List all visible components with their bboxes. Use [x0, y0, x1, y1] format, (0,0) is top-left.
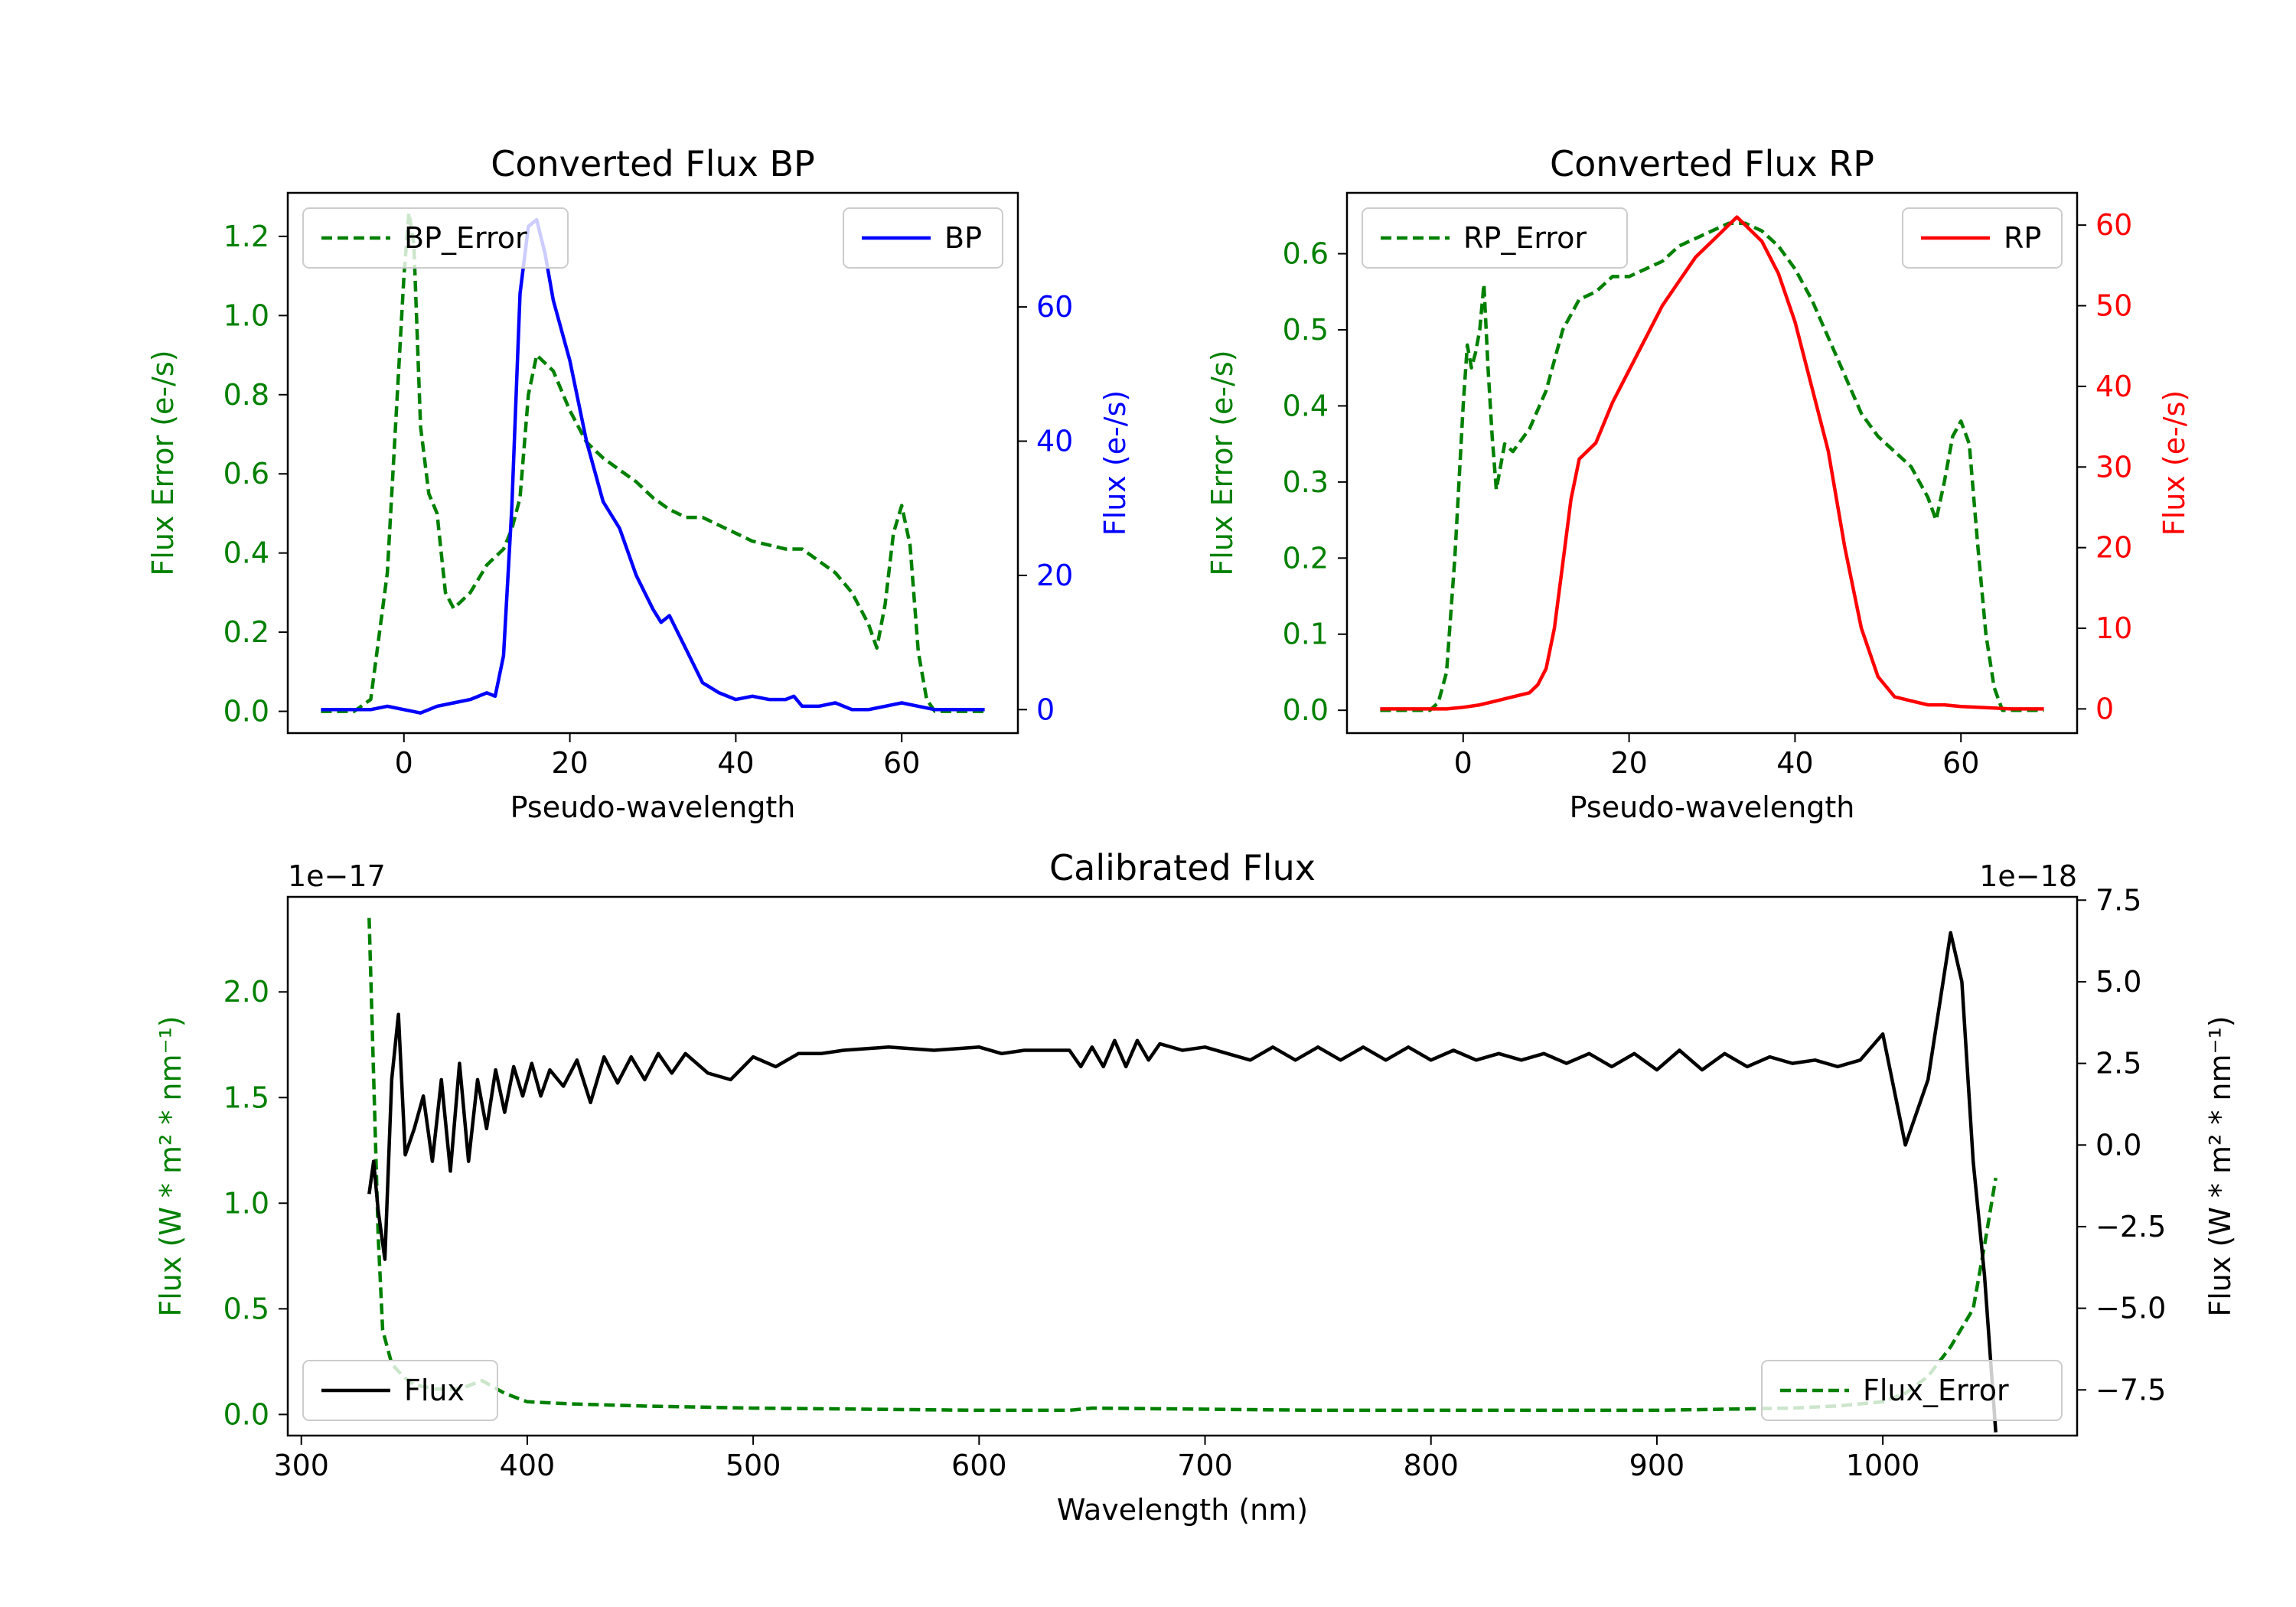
left-tick-label: 0.0	[1283, 693, 1329, 727]
right-tick-label: 10	[2095, 611, 2132, 645]
legend-flux-error: Flux_Error	[1761, 1360, 2063, 1421]
chart-title: Converted Flux BP	[491, 143, 815, 184]
left-tick-label: 1.5	[223, 1081, 269, 1114]
right-tick-label: 40	[1036, 424, 1073, 458]
right-tick-label: 40	[2095, 370, 2132, 403]
series-line-bp-error	[321, 210, 985, 713]
left-tick-label: 0.0	[223, 1397, 269, 1431]
left-tick-label: 0.1	[1283, 618, 1329, 651]
x-tick-label: 700	[1177, 1449, 1233, 1482]
right-tick-label: 50	[2095, 289, 2132, 323]
left-tick-label: 0.6	[223, 457, 269, 491]
right-tick-label: 20	[2095, 531, 2132, 565]
x-tick-label: 1000	[1846, 1449, 1920, 1482]
x-tick-label: 40	[1776, 746, 1813, 780]
left-tick-label: 1.0	[223, 298, 269, 332]
legend-box	[1761, 1360, 2063, 1421]
right-tick-label: 0	[1036, 693, 1055, 726]
chart-rp: Converted Flux RP 0 20 40 60 Pseudo-wavelengt…	[1205, 143, 2191, 824]
right-tick-label: 2.5	[2095, 1047, 2141, 1081]
x-tick-label: 800	[1403, 1449, 1459, 1482]
x-axis-label: Pseudo-wavelength	[1570, 790, 1855, 824]
x-axis-label: Pseudo-wavelength	[510, 790, 796, 824]
x-tick-label: 40	[717, 746, 754, 780]
legend-rp: RP	[1902, 207, 2063, 269]
right-tick-label: −2.5	[2095, 1210, 2166, 1244]
right-tick-label: 60	[1036, 290, 1073, 324]
legend-box	[1362, 207, 1628, 269]
left-tick-label: 1.0	[223, 1186, 269, 1220]
legend-label: RP_Error	[1463, 221, 1587, 255]
right-axis-multiplier: 1e−18	[1979, 859, 2077, 893]
right-axis-label: Flux (W * m² * nm⁻¹)	[2203, 1015, 2237, 1316]
left-axis-multiplier: 1e−17	[288, 859, 386, 893]
x-tick-label: 300	[273, 1449, 329, 1482]
left-tick-label: 0.5	[223, 1292, 269, 1325]
axes-frame	[1345, 191, 2079, 735]
right-tick-label: 60	[2095, 208, 2132, 242]
right-tick-label: 30	[2095, 450, 2132, 484]
legend-label: BP	[944, 221, 982, 255]
legend-label: Flux	[404, 1374, 465, 1407]
axes-frame	[286, 191, 1019, 735]
x-tick-label: 500	[726, 1449, 781, 1482]
left-tick-label: 0.3	[1283, 465, 1329, 499]
legend-rp-error: RP_Error	[1362, 207, 1628, 269]
left-axis-label: Flux Error (e-/s)	[146, 350, 180, 575]
left-tick-label: 0.4	[223, 536, 269, 570]
left-tick-label: 0.2	[223, 615, 269, 649]
legend-flux: Flux	[302, 1360, 498, 1421]
x-tick-label: 0	[395, 746, 413, 780]
right-tick-label: 7.5	[2095, 883, 2141, 917]
right-tick-label: 0.0	[2095, 1128, 2141, 1162]
series-line-rp-error	[1380, 221, 2044, 712]
left-axis-label: Flux Error (e-/s)	[1205, 350, 1239, 575]
x-tick-label: 0	[1454, 746, 1473, 780]
x-tick-label: 60	[883, 746, 920, 780]
right-tick-label: 20	[1036, 559, 1073, 592]
legend-bp-error: BP_Error	[302, 207, 569, 269]
legend-label: RP	[2004, 221, 2041, 255]
left-tick-label: 0.6	[1283, 237, 1329, 271]
chart-bp: Converted Flux BP 0 20 40 60 Pseudo-wavelengt…	[146, 143, 1132, 824]
series-line-rp	[1380, 215, 2044, 711]
x-tick-label: 600	[951, 1449, 1007, 1482]
chart-title: Calibrated Flux	[1049, 847, 1316, 888]
left-tick-label: 1.2	[223, 220, 269, 253]
right-tick-label: 0	[2095, 692, 2114, 725]
axes-frame	[286, 895, 2079, 1437]
chart-title: Converted Flux RP	[1550, 143, 1874, 184]
legend-label: Flux_Error	[1863, 1374, 2009, 1407]
x-tick-label: 400	[500, 1449, 556, 1482]
right-tick-label: −7.5	[2095, 1373, 2166, 1407]
left-tick-label: 0.0	[223, 695, 269, 729]
series-line-bp	[321, 217, 985, 715]
left-tick-label: 0.4	[1283, 389, 1329, 422]
x-tick-label: 60	[1942, 746, 1979, 780]
x-axis-label: Wavelength (nm)	[1057, 1493, 1308, 1527]
x-tick-label: 20	[551, 746, 588, 780]
right-axis-label: Flux (e-/s)	[2157, 390, 2191, 536]
series-line-flux	[367, 931, 1998, 1433]
x-tick-label: 900	[1629, 1449, 1685, 1482]
x-tick-label: 20	[1610, 746, 1647, 780]
legend-bp: BP	[843, 207, 1003, 269]
legend-box	[302, 1360, 498, 1421]
right-tick-label: −5.0	[2095, 1292, 2166, 1325]
left-axis-label: Flux (W * m² * nm⁻¹)	[154, 1015, 188, 1316]
chart-calibrated: Calibrated Flux 300 400 500 600 700 800 900 1000…	[154, 847, 2237, 1527]
legend-label: BP_Error	[404, 221, 527, 255]
left-tick-label: 0.2	[1283, 541, 1329, 575]
left-tick-label: 0.8	[223, 378, 269, 412]
right-tick-label: 5.0	[2095, 965, 2141, 999]
legend-box	[302, 207, 569, 269]
left-tick-label: 2.0	[223, 975, 269, 1009]
left-tick-label: 0.5	[1283, 313, 1329, 347]
right-axis-label: Flux (e-/s)	[1098, 390, 1132, 536]
